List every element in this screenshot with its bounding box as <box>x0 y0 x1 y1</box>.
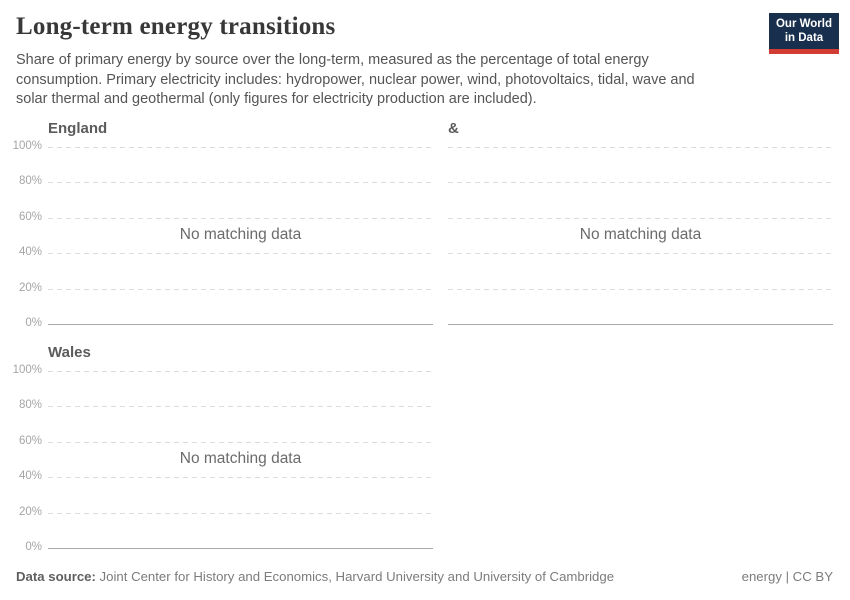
gridline-100 <box>48 147 433 148</box>
gridline-100 <box>48 371 433 372</box>
y-tick-40: 40% <box>18 470 42 483</box>
y-tick-40: 40% <box>18 246 42 259</box>
gridline-60 <box>48 217 433 219</box>
gridline-40 <box>48 253 433 255</box>
y-tick-20: 20% <box>18 281 42 294</box>
facet-title-wales: Wales <box>48 344 91 361</box>
gridline-80 <box>48 182 433 184</box>
gridline-20 <box>448 288 833 290</box>
chart-subtitle: Share of primary energy by source over t… <box>16 52 695 107</box>
chart-footer: Data source: Joint Center for History an… <box>16 569 833 584</box>
y-tick-0: 0% <box>25 541 42 553</box>
gridline-80 <box>448 182 833 184</box>
y-tick-60: 60% <box>18 210 42 223</box>
gridline-80 <box>48 406 433 408</box>
owid-logo-text: Our World in Data <box>769 13 839 49</box>
gridline-60 <box>448 217 833 219</box>
gridline-0-axis <box>48 548 433 549</box>
gridline-100 <box>448 147 833 148</box>
gridline-0-axis <box>448 324 833 325</box>
owid-logo-red-bar <box>769 49 839 54</box>
license-link[interactable]: energy | CC BY <box>741 569 833 584</box>
facet-title-england: England <box>48 120 108 137</box>
y-tick-80: 80% <box>18 175 42 188</box>
page-title: Long-term energy transitions <box>16 13 336 40</box>
no-data-message-ampersand: No matching data <box>579 226 702 243</box>
facet-panel-wales: Wales 100% 80% 60% 40% 20% 0% No matchin… <box>13 344 433 553</box>
gridline-40 <box>448 253 833 255</box>
facet-panel-england: England 100% 80% 60% 40% 20% 0% No match… <box>13 120 433 329</box>
gridline-20 <box>48 512 433 514</box>
data-source-label: Data source: <box>16 569 96 584</box>
y-tick-100: 100% <box>12 364 42 376</box>
gridline-20 <box>48 288 433 290</box>
gridline-60 <box>48 441 433 443</box>
no-data-message-england: No matching data <box>179 226 302 243</box>
gridline-40 <box>48 477 433 479</box>
data-source-line: Data source: Joint Center for History an… <box>16 569 614 584</box>
y-tick-0: 0% <box>25 317 42 329</box>
no-data-message-wales: No matching data <box>179 450 302 467</box>
owid-logo: Our World in Data <box>769 13 839 54</box>
owid-logo-line2: in Data <box>784 31 824 44</box>
data-source-text: Joint Center for History and Economics, … <box>95 569 615 584</box>
facet-panel-ampersand: & No matching data <box>448 120 833 325</box>
y-tick-80: 80% <box>18 399 42 412</box>
y-tick-100: 100% <box>12 140 42 152</box>
y-tick-60: 60% <box>18 434 42 447</box>
owid-logo-line1: Our World <box>775 18 832 30</box>
gridline-0-axis <box>48 324 433 325</box>
facet-title-ampersand: & <box>448 120 459 137</box>
y-tick-20: 20% <box>18 505 42 518</box>
